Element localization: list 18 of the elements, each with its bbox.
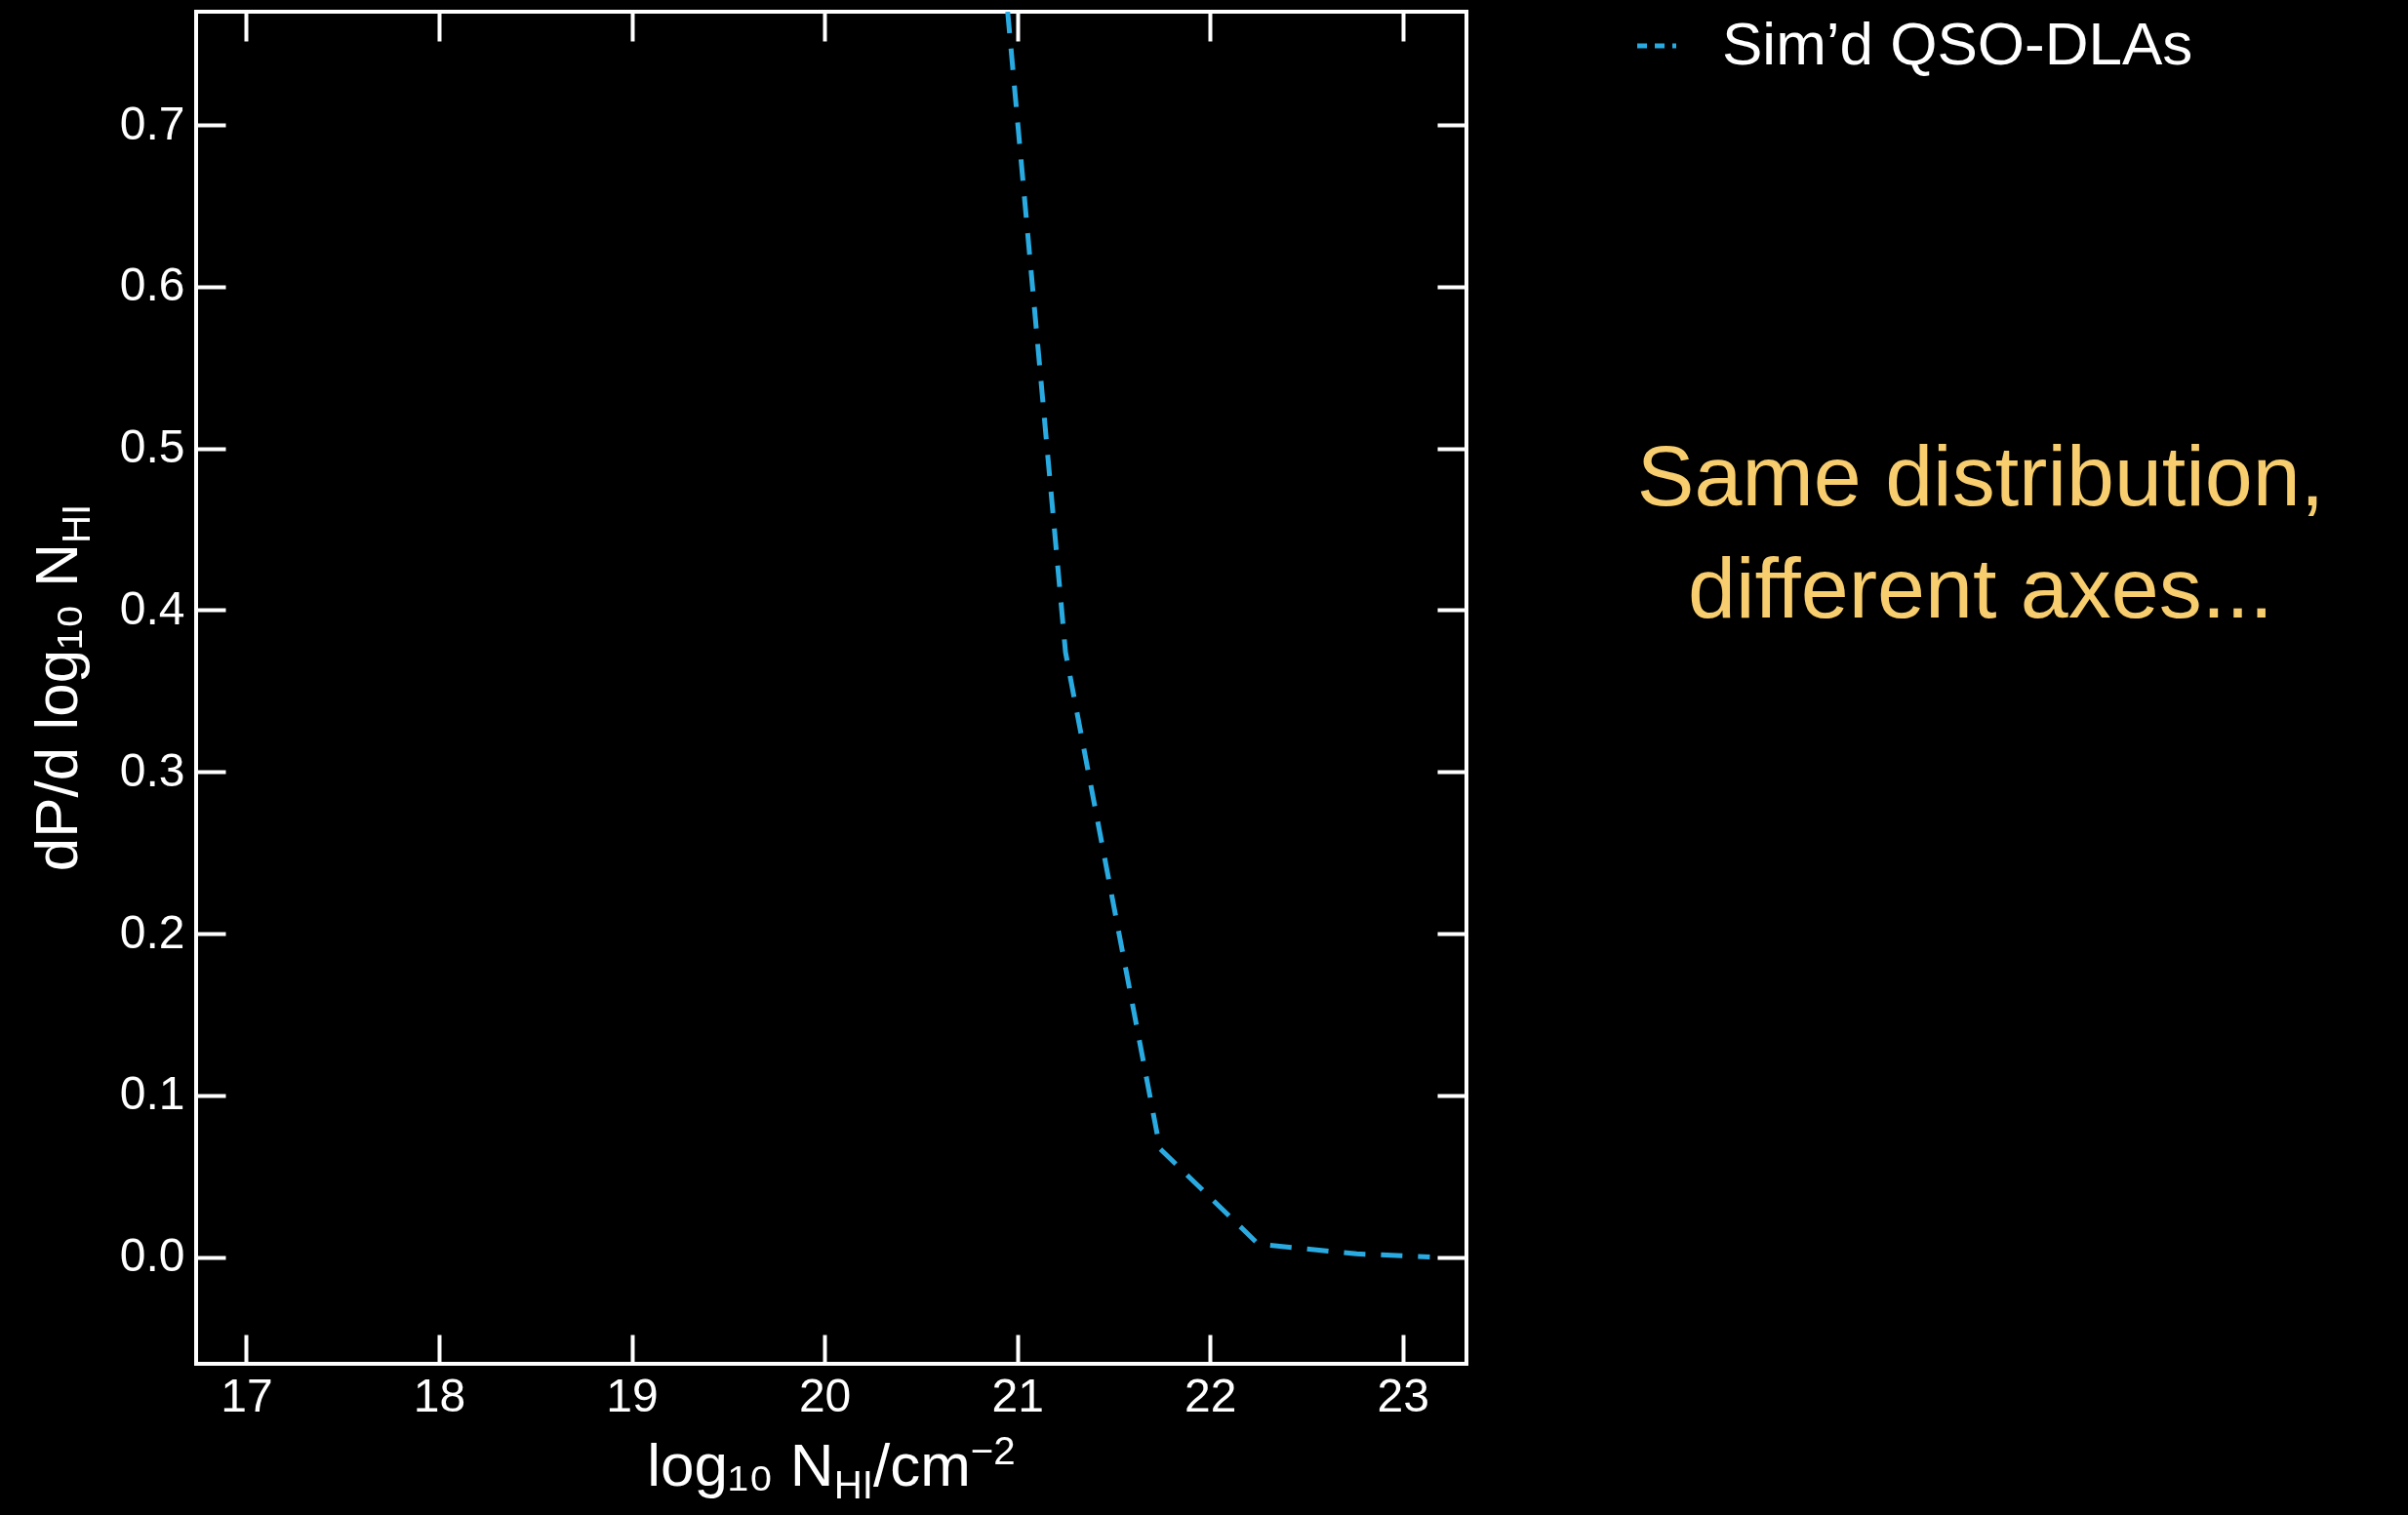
- x-tick-label: 18: [413, 1369, 466, 1421]
- y-tick-label: 0.1: [119, 1067, 185, 1120]
- x-tick-label: 20: [798, 1369, 852, 1421]
- x-tick-label: 17: [221, 1369, 273, 1421]
- x-tick-label: 21: [991, 1369, 1044, 1421]
- x-tick-label: 22: [1184, 1369, 1237, 1421]
- text: Same distribution, different axes...: [1635, 426, 2326, 638]
- x-tick-label: 19: [606, 1369, 659, 1421]
- y-tick-label: 0.7: [119, 97, 185, 149]
- y-tick-label: 0.5: [119, 420, 185, 473]
- y-tick-label: 0.2: [119, 905, 185, 958]
- y-tick-label: 0.6: [119, 259, 185, 311]
- y-tick-label: 0.3: [119, 743, 185, 796]
- y-tick-label: 0.0: [119, 1229, 185, 1282]
- y-tick-label: 0.4: [119, 581, 185, 634]
- legend-label: Sim’d QSO-DLAs: [1722, 10, 2193, 77]
- x-axis-title: log₁₀ N$_{HI}$/cm$^{−2}$: [647, 1429, 1016, 1509]
- x-tick-label: 23: [1377, 1369, 1429, 1421]
